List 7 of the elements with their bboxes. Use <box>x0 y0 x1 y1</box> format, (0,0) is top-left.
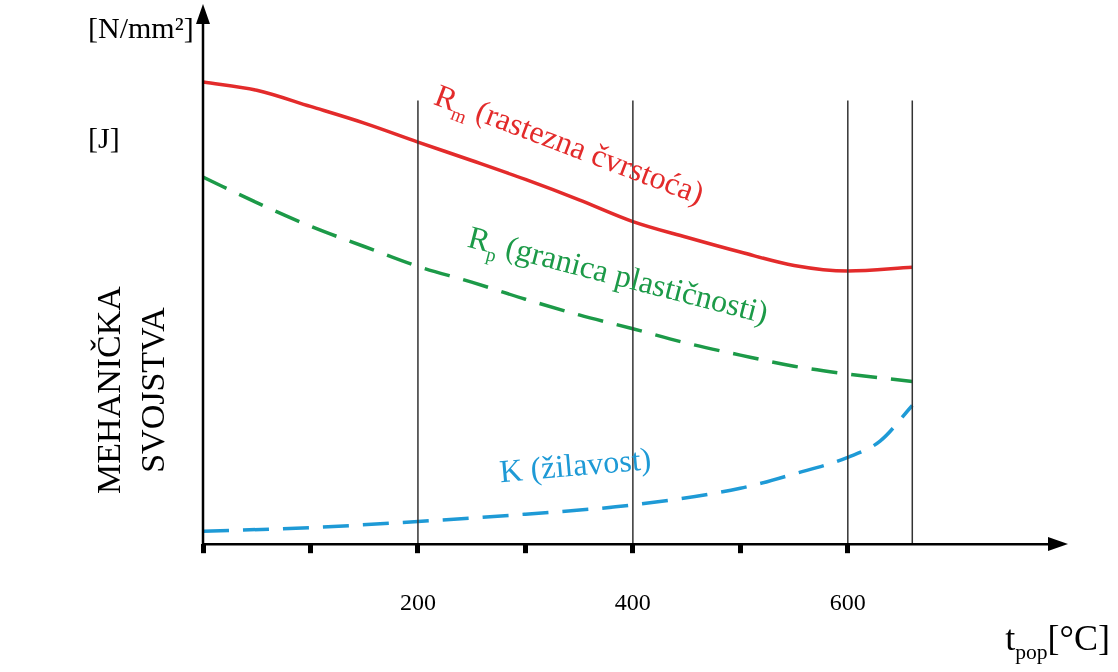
series-label: K (žilavost) <box>498 440 653 490</box>
text: [N/mm²] <box>88 11 194 44</box>
x-tick-label: 600 <box>829 588 866 615</box>
y-axis-title: MEHANIČKA SVOJSTVA <box>90 285 171 494</box>
x-tick-label: 400 <box>614 588 651 615</box>
x-tick-label: 200 <box>399 588 436 615</box>
text: [J] <box>88 121 120 154</box>
